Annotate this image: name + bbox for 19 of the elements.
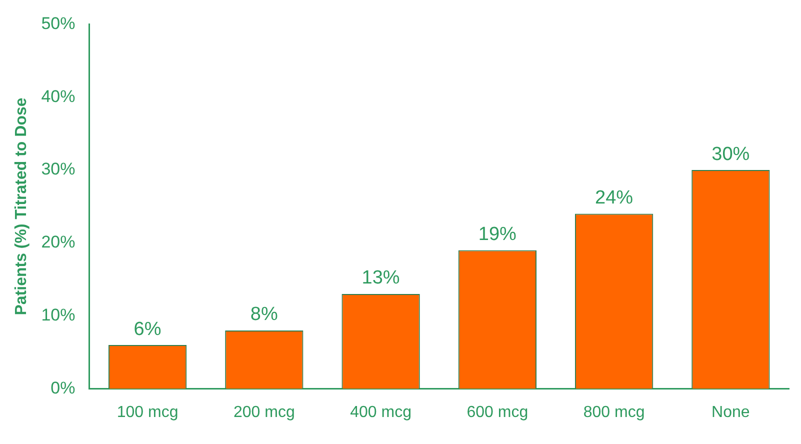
- data-label: 8%: [250, 304, 278, 326]
- y-tick-label: 50%: [41, 14, 76, 33]
- x-tick-label: 600 mcg: [466, 404, 528, 421]
- data-label: 30%: [712, 144, 750, 165]
- data-label: 6%: [134, 318, 162, 340]
- x-tick-label: 800 mcg: [583, 404, 645, 421]
- y-tick-label: 10%: [41, 306, 76, 325]
- y-tick-label: 30%: [41, 160, 76, 179]
- y-tick-label: 40%: [41, 86, 76, 106]
- y-axis-title: Patients (%) Titrated to Dose: [13, 98, 30, 316]
- data-label: 24%: [595, 188, 634, 209]
- y-tick-label: 0%: [50, 378, 76, 398]
- x-tick-label: 200 mcg: [233, 404, 295, 421]
- y-tick-label: 20%: [41, 232, 76, 252]
- x-tick-label: 400 mcg: [350, 404, 412, 421]
- x-tick-label: 100 mcg: [116, 404, 178, 421]
- x-tick-label: None: [712, 404, 750, 421]
- data-label: 19%: [478, 224, 517, 245]
- data-label: 13%: [362, 268, 400, 289]
